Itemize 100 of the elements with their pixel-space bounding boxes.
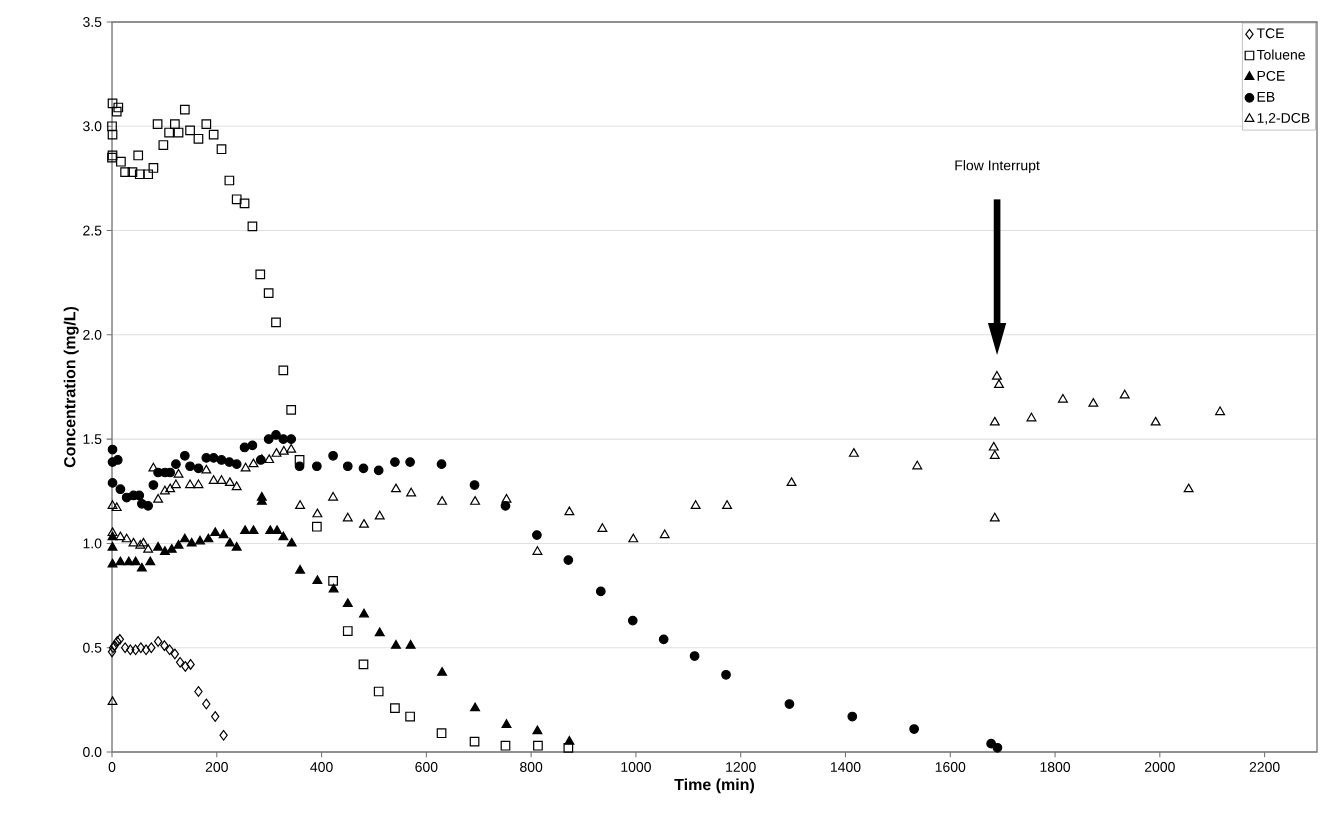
point [239, 198, 250, 209]
point [186, 658, 195, 670]
point [311, 461, 322, 472]
annotation: Flow Interrupt [955, 160, 1040, 174]
point [186, 537, 197, 547]
point [166, 544, 177, 553]
x-tick-label: 1000 [621, 762, 651, 772]
point [130, 556, 141, 566]
point [127, 167, 138, 178]
x-tick-label: 600 [415, 762, 438, 772]
point [342, 461, 353, 472]
point [107, 129, 118, 140]
point [120, 642, 130, 654]
y-tick-label: 1.0 [83, 538, 102, 549]
point [181, 661, 190, 672]
point [185, 461, 195, 472]
point [470, 702, 481, 712]
point [239, 442, 250, 453]
point [533, 740, 543, 751]
point [126, 644, 135, 656]
x-tick-label: 1800 [1040, 762, 1071, 772]
point [134, 169, 145, 180]
x-tick-label: 400 [310, 762, 333, 772]
point [112, 455, 123, 465]
point [107, 541, 118, 551]
point [145, 556, 156, 566]
point [271, 317, 281, 328]
legend-label: 1,2-DCB [1257, 112, 1310, 125]
point [107, 98, 118, 109]
point [120, 167, 130, 178]
point [286, 434, 297, 444]
x-tick-label: 800 [520, 762, 543, 772]
point [116, 156, 126, 167]
point [107, 558, 118, 568]
point [240, 525, 251, 535]
point [147, 642, 156, 654]
point [532, 725, 543, 735]
point [115, 484, 126, 495]
point [107, 121, 117, 132]
point [328, 450, 338, 461]
point [286, 405, 297, 415]
point [390, 703, 400, 714]
point [170, 648, 180, 660]
point [185, 125, 195, 136]
legend-label: EB [1257, 92, 1275, 102]
point [247, 221, 258, 232]
point [358, 659, 369, 670]
point [231, 459, 242, 470]
point [373, 465, 384, 476]
point [231, 194, 242, 205]
x-tick-label: 1600 [935, 762, 966, 772]
point [436, 459, 447, 470]
point [263, 434, 274, 444]
legend-label: PCE [1257, 70, 1285, 81]
point [179, 104, 190, 115]
y-tick-label: 1.5 [83, 434, 102, 445]
point [328, 576, 338, 586]
legend-label: TCE [1256, 28, 1284, 39]
point [658, 634, 669, 645]
point [153, 541, 164, 551]
y-axis-title: Concentration (mg/L) [63, 306, 79, 468]
y-tick-label: 0.5 [83, 642, 102, 653]
legend-label: Toluene [1256, 49, 1305, 60]
point [255, 269, 266, 280]
point [210, 527, 221, 537]
point [216, 144, 227, 155]
point [216, 455, 227, 465]
point [595, 586, 606, 597]
point [193, 463, 204, 474]
point [208, 453, 219, 463]
point [294, 461, 305, 472]
point [173, 539, 184, 549]
y-tick-label: 3.0 [83, 121, 102, 132]
point [405, 457, 415, 467]
point [405, 639, 416, 649]
point [342, 626, 353, 636]
point [328, 583, 339, 593]
point [986, 738, 996, 749]
point [278, 365, 289, 376]
point [113, 102, 124, 113]
point [170, 119, 180, 130]
point [992, 742, 1003, 753]
point [311, 521, 322, 532]
point [436, 728, 447, 739]
x-tick-label: 2200 [1249, 762, 1280, 772]
point [201, 119, 212, 130]
point [143, 501, 154, 511]
point [247, 440, 258, 451]
point [231, 541, 242, 551]
point [294, 455, 305, 465]
point [195, 535, 206, 545]
point [272, 525, 283, 535]
point [390, 457, 400, 467]
point [141, 644, 151, 656]
point [171, 459, 181, 470]
point [278, 531, 289, 541]
point [165, 644, 174, 656]
point [160, 640, 169, 652]
point [248, 525, 259, 535]
point [295, 564, 306, 574]
